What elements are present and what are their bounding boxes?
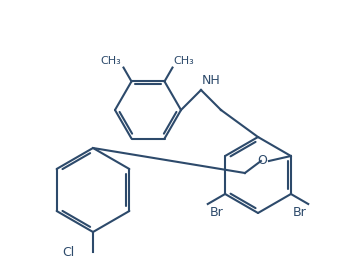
- Text: CH₃: CH₃: [174, 55, 194, 66]
- Text: Br: Br: [210, 206, 223, 219]
- Text: CH₃: CH₃: [101, 55, 122, 66]
- Text: Br: Br: [293, 206, 306, 219]
- Text: NH: NH: [202, 74, 221, 87]
- Text: O: O: [257, 154, 267, 168]
- Text: Cl: Cl: [63, 246, 75, 258]
